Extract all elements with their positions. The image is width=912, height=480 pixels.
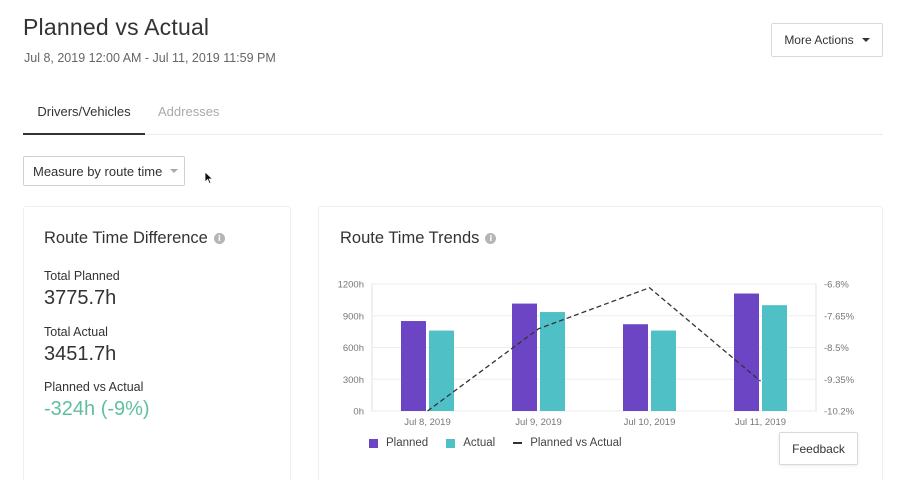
bar-planned [734,293,759,411]
measure-select-value: Measure by route time [33,163,163,179]
route-time-trends-title-text: Route Time Trends [340,229,480,247]
bar-planned [623,324,648,411]
y-right-tick-label: -6.8% [824,280,849,291]
bar-actual [762,305,787,411]
info-icon[interactable]: i [213,233,225,244]
date-range: Jul 8, 2019 12:00 AM - Jul 11, 2019 11:5… [24,51,276,65]
feedback-button[interactable]: Feedback [779,432,858,465]
y-left-tick-label: 0h [353,407,364,418]
x-tick-label: Jul 8, 2019 [404,417,450,428]
route-time-difference-title-text: Route Time Difference [44,229,208,247]
tab-addresses[interactable]: Addresses [158,104,220,119]
y-left-tick-label: 300h [343,375,364,386]
tab-bar: Drivers/Vehicles Addresses [23,98,883,135]
total-actual-value: 3451.7h [44,343,117,365]
legend-swatch-planned [369,438,378,448]
route-time-trends-card: Route Time Trends i 0h 300h 600h 900h 1200h -… [318,206,883,480]
y-right-tick-label: -7.65% [824,311,855,322]
info-icon[interactable]: i [485,233,497,244]
legend-swatch-actual [446,438,456,448]
y-right-tick-label: -9.35% [824,375,855,386]
tab-drivers-vehicles[interactable]: Drivers/Vehicles [23,98,145,135]
bar-actual [429,330,454,411]
page-title: Planned vs Actual [23,14,210,40]
legend-item-planned-vs-actual[interactable]: Planned vs Actual [513,437,622,449]
line-planned-vs-actual [427,286,761,412]
measure-select[interactable]: Measure by route time [23,156,185,186]
y-left-tick-label: 600h [343,343,364,354]
bar-actual [651,330,676,411]
x-tick-label: Jul 10, 2019 [624,417,676,428]
planned-vs-actual-value: -324h (-9%) [44,398,150,420]
mouse-pointer-icon [204,171,214,185]
more-actions-label: More Actions [784,33,854,47]
legend-item-actual[interactable]: Actual [446,437,495,449]
total-actual-label: Total Actual [44,325,108,339]
bar-planned [401,321,426,411]
legend-swatch-line [513,442,523,444]
legend-label-planned-vs-actual: Planned vs Actual [530,437,622,449]
legend-item-planned[interactable]: Planned [369,437,428,449]
x-tick-label: Jul 11, 2019 [735,417,786,428]
caret-down-icon [170,169,179,173]
route-time-trends-title: Route Time Trends i [340,229,497,248]
route-time-trends-chart: 0h 300h 600h 900h 1200h -10.2% -9.35% -8.5% -7.6… [338,280,855,429]
bar-planned [512,303,537,411]
y-left-tick-label: 900h [343,311,364,322]
y-left-tick-label: 1200h [338,280,364,291]
y-right-tick-label: -8.5% [824,343,849,354]
x-tick-label: Jul 9, 2019 [515,417,561,428]
y-right-tick-label: -10.2% [824,407,855,418]
legend-label-planned: Planned [386,437,429,449]
route-time-difference-title: Route Time Difference i [44,229,225,248]
more-actions-button[interactable]: More Actions [771,23,883,57]
planned-vs-actual-label: Planned vs Actual [44,380,144,394]
total-planned-label: Total Planned [44,269,120,283]
route-time-difference-card: Route Time Difference i Total Planned 37… [23,206,291,480]
total-planned-value: 3775.7h [44,287,117,309]
bar-actual [540,312,565,411]
caret-down-icon [861,38,870,42]
chart-legend: Planned Actual Planned vs Actual [369,437,622,449]
legend-label-actual: Actual [463,437,496,449]
